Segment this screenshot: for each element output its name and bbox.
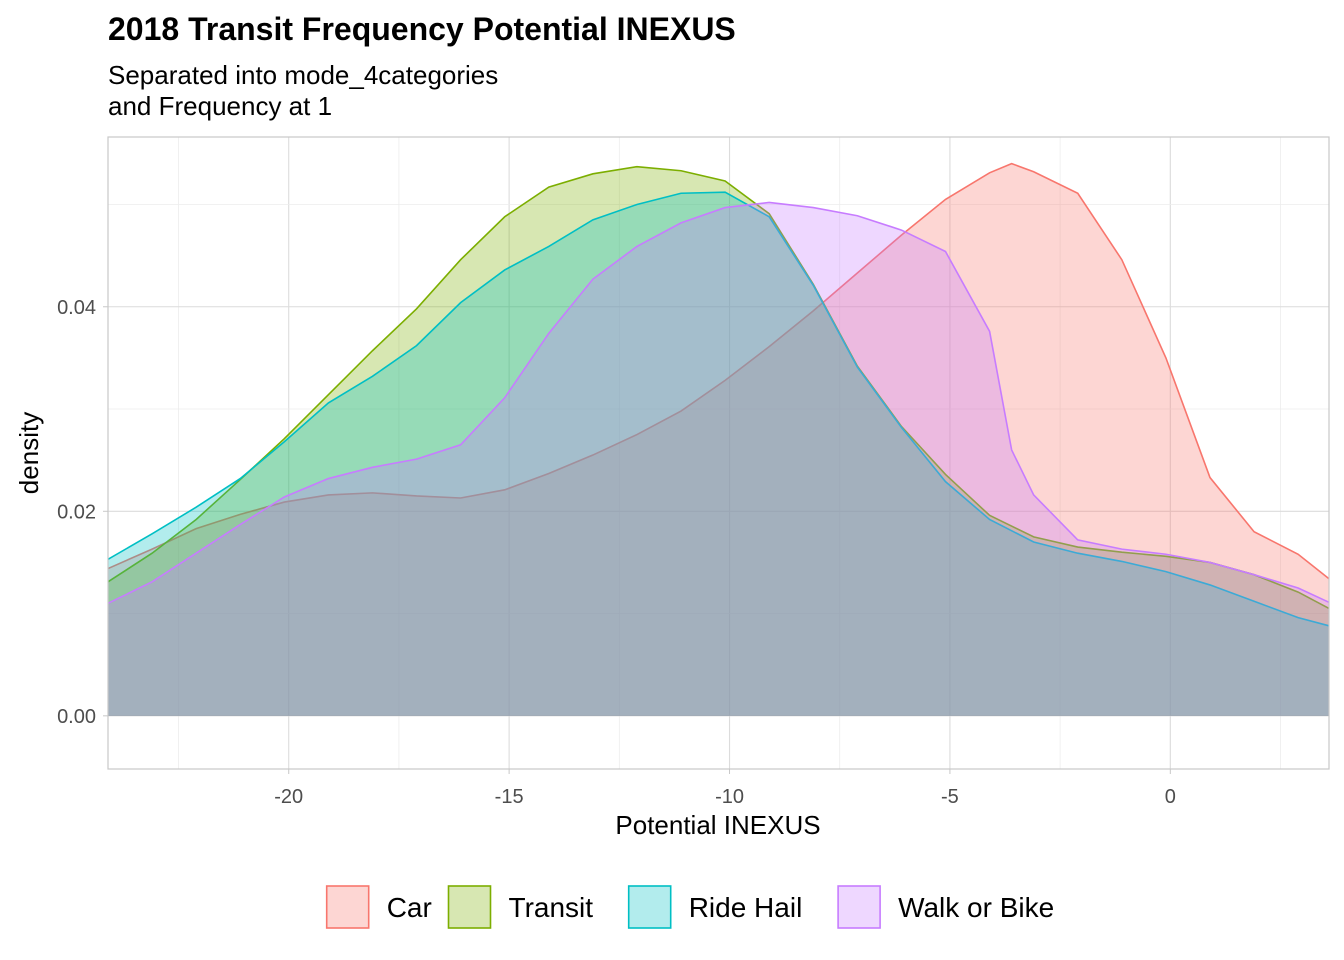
legend-key-ride-hail bbox=[627, 885, 672, 929]
axis-ticks: -20 -15 -10 -5 0 0.00 0.02 0.04 bbox=[57, 297, 1176, 808]
legend-label-car: Car bbox=[387, 892, 432, 923]
chart-subtitle-line-1: Separated into mode_4categories bbox=[108, 60, 498, 90]
area-car bbox=[108, 163, 1329, 716]
legend-key-car bbox=[325, 885, 370, 929]
line-car bbox=[107, 162, 1330, 580]
y-tick-label: 0.02 bbox=[57, 501, 96, 523]
line-ride-hail bbox=[107, 191, 1330, 627]
x-axis-title: Potential INEXUS bbox=[615, 810, 820, 840]
area-ride-hail bbox=[108, 192, 1329, 716]
chart-subtitle-line-2: and Frequency at 1 bbox=[108, 91, 332, 121]
x-tick-label: -15 bbox=[495, 786, 524, 808]
legend-key-transit bbox=[447, 885, 492, 929]
x-tick-label: -5 bbox=[941, 786, 959, 808]
x-tick-label: 0 bbox=[1165, 786, 1176, 808]
x-tick-label: -10 bbox=[715, 786, 744, 808]
y-tick-label: 0.04 bbox=[57, 297, 96, 319]
x-tick-label: -20 bbox=[274, 786, 303, 808]
legend-label-ride-hail: Ride Hail bbox=[689, 892, 803, 923]
chart-title: 2018 Transit Frequency Potential INEXUS bbox=[108, 11, 736, 47]
panel-border bbox=[107, 136, 1330, 770]
y-axis-title: density bbox=[14, 412, 44, 494]
legend-label-transit: Transit bbox=[509, 892, 594, 923]
legend: Car Transit Ride Hail Walk or Bike bbox=[325, 885, 1054, 929]
grid bbox=[108, 137, 1329, 769]
line-transit bbox=[107, 165, 1330, 610]
legend-key-walk-or-bike bbox=[837, 885, 881, 929]
y-tick-label: 0.00 bbox=[57, 706, 96, 728]
line-walk-or-bike bbox=[107, 201, 1330, 605]
area-transit bbox=[108, 166, 1329, 716]
density-areas bbox=[107, 162, 1330, 716]
area-walk-or-bike bbox=[108, 202, 1329, 716]
legend-label-walk-or-bike: Walk or Bike bbox=[898, 892, 1054, 923]
